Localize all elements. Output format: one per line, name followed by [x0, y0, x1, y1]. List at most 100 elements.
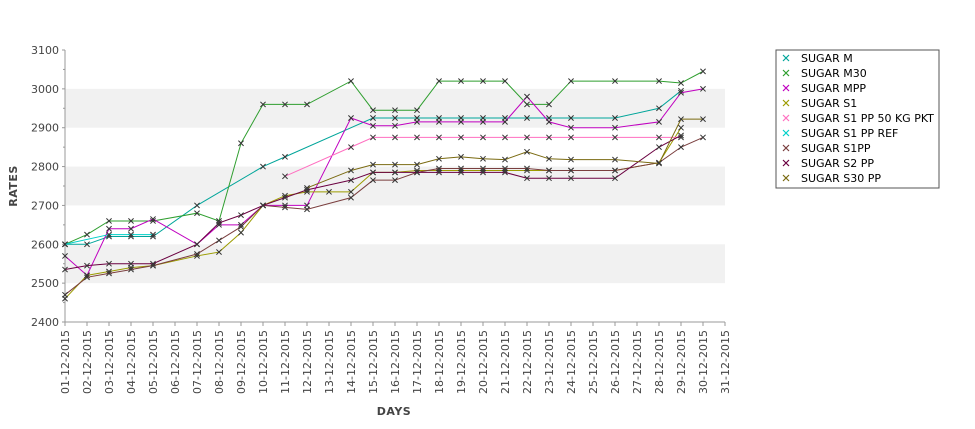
data-point [502, 118, 508, 125]
series-line [64, 88, 704, 277]
data-point [348, 144, 354, 151]
data-point [436, 155, 442, 162]
data-point [436, 118, 442, 125]
legend-label: SUGAR S1 PP REF [801, 127, 898, 140]
data-point [128, 225, 134, 232]
legend-marker [782, 144, 790, 152]
grid-band [65, 244, 725, 284]
legend-label: SUGAR M30 [801, 67, 867, 80]
data-point [128, 266, 134, 273]
data-point [568, 175, 574, 182]
y-tick-label: 2500 [31, 277, 59, 290]
data-point [106, 270, 112, 277]
data-point [150, 231, 156, 238]
data-point [678, 144, 684, 151]
data-point [370, 177, 376, 184]
data-point [304, 186, 310, 193]
y-tick-label: 2400 [31, 316, 59, 329]
data-point [106, 260, 112, 267]
data-point [392, 169, 398, 176]
legend-label: SUGAR S2 PP [801, 157, 874, 170]
data-point [194, 202, 200, 209]
data-point [150, 218, 156, 224]
data-point [546, 155, 552, 162]
legend-marker [782, 69, 790, 77]
data-point [568, 124, 574, 131]
data-point [414, 107, 420, 114]
legend-marker [782, 84, 790, 92]
data-point [348, 194, 354, 201]
data-point [348, 115, 354, 121]
data-point [370, 122, 376, 129]
data-point [568, 78, 574, 85]
data-point [656, 144, 662, 151]
x-tick-label: 13-12-2015 [323, 330, 336, 394]
data-point [546, 175, 552, 182]
data-point [62, 252, 68, 259]
data-point [656, 160, 662, 167]
data-point [370, 169, 376, 176]
data-point [282, 101, 288, 108]
legend-marker [782, 159, 790, 167]
x-tick-label: 30-12-2015 [697, 330, 710, 394]
data-point [414, 134, 420, 141]
y-tick-label: 2800 [31, 161, 59, 174]
series-line [64, 136, 704, 296]
data-point [282, 194, 288, 201]
data-point [348, 78, 354, 85]
data-point [502, 169, 508, 176]
data-point [62, 241, 68, 248]
data-point [546, 118, 552, 125]
legend-marker [782, 54, 790, 62]
data-point [282, 204, 288, 211]
legend-marker [782, 129, 790, 137]
data-point [348, 167, 354, 174]
series-layer [62, 68, 706, 302]
data-point [678, 124, 684, 131]
data-point [700, 134, 706, 141]
data-point [656, 118, 662, 125]
data-point [392, 161, 398, 168]
data-point [84, 274, 90, 281]
data-point [194, 210, 200, 217]
data-point [150, 216, 156, 222]
series-line [64, 234, 153, 245]
data-point [106, 218, 112, 224]
data-point [392, 177, 398, 184]
data-point [260, 101, 266, 108]
x-tick-label: 25-12-2015 [587, 330, 600, 394]
data-point [678, 132, 684, 139]
data-point [414, 169, 420, 176]
series-line [306, 118, 703, 189]
data-point [546, 167, 552, 174]
legend-label: SUGAR MPP [801, 82, 866, 95]
data-point [568, 134, 574, 141]
legend-label: SUGAR S1PP [801, 142, 871, 155]
data-point [700, 116, 706, 123]
data-point [458, 169, 464, 176]
data-point [678, 89, 684, 96]
data-point [238, 212, 244, 219]
legend-label: SUGAR S30 PP [801, 172, 881, 185]
data-point [216, 221, 222, 228]
data-point [502, 134, 508, 141]
data-point [678, 134, 684, 141]
data-point [612, 134, 618, 141]
data-point [568, 115, 574, 121]
data-point [238, 223, 244, 230]
x-tick-label: 03-12-2015 [103, 330, 116, 394]
x-tick-label: 06-12-2015 [169, 330, 182, 394]
x-tick-label: 01-12-2015 [59, 330, 72, 394]
data-point [678, 116, 684, 123]
data-point [612, 115, 618, 121]
data-point [546, 101, 552, 108]
data-point [480, 134, 486, 141]
data-point [304, 206, 310, 213]
x-tick-label: 14-12-2015 [345, 330, 358, 394]
x-tick-label: 02-12-2015 [81, 330, 94, 394]
data-point [656, 78, 662, 85]
y-tick-label: 2900 [31, 122, 59, 135]
data-point [700, 85, 706, 92]
data-point [128, 218, 134, 224]
data-point [502, 156, 508, 163]
